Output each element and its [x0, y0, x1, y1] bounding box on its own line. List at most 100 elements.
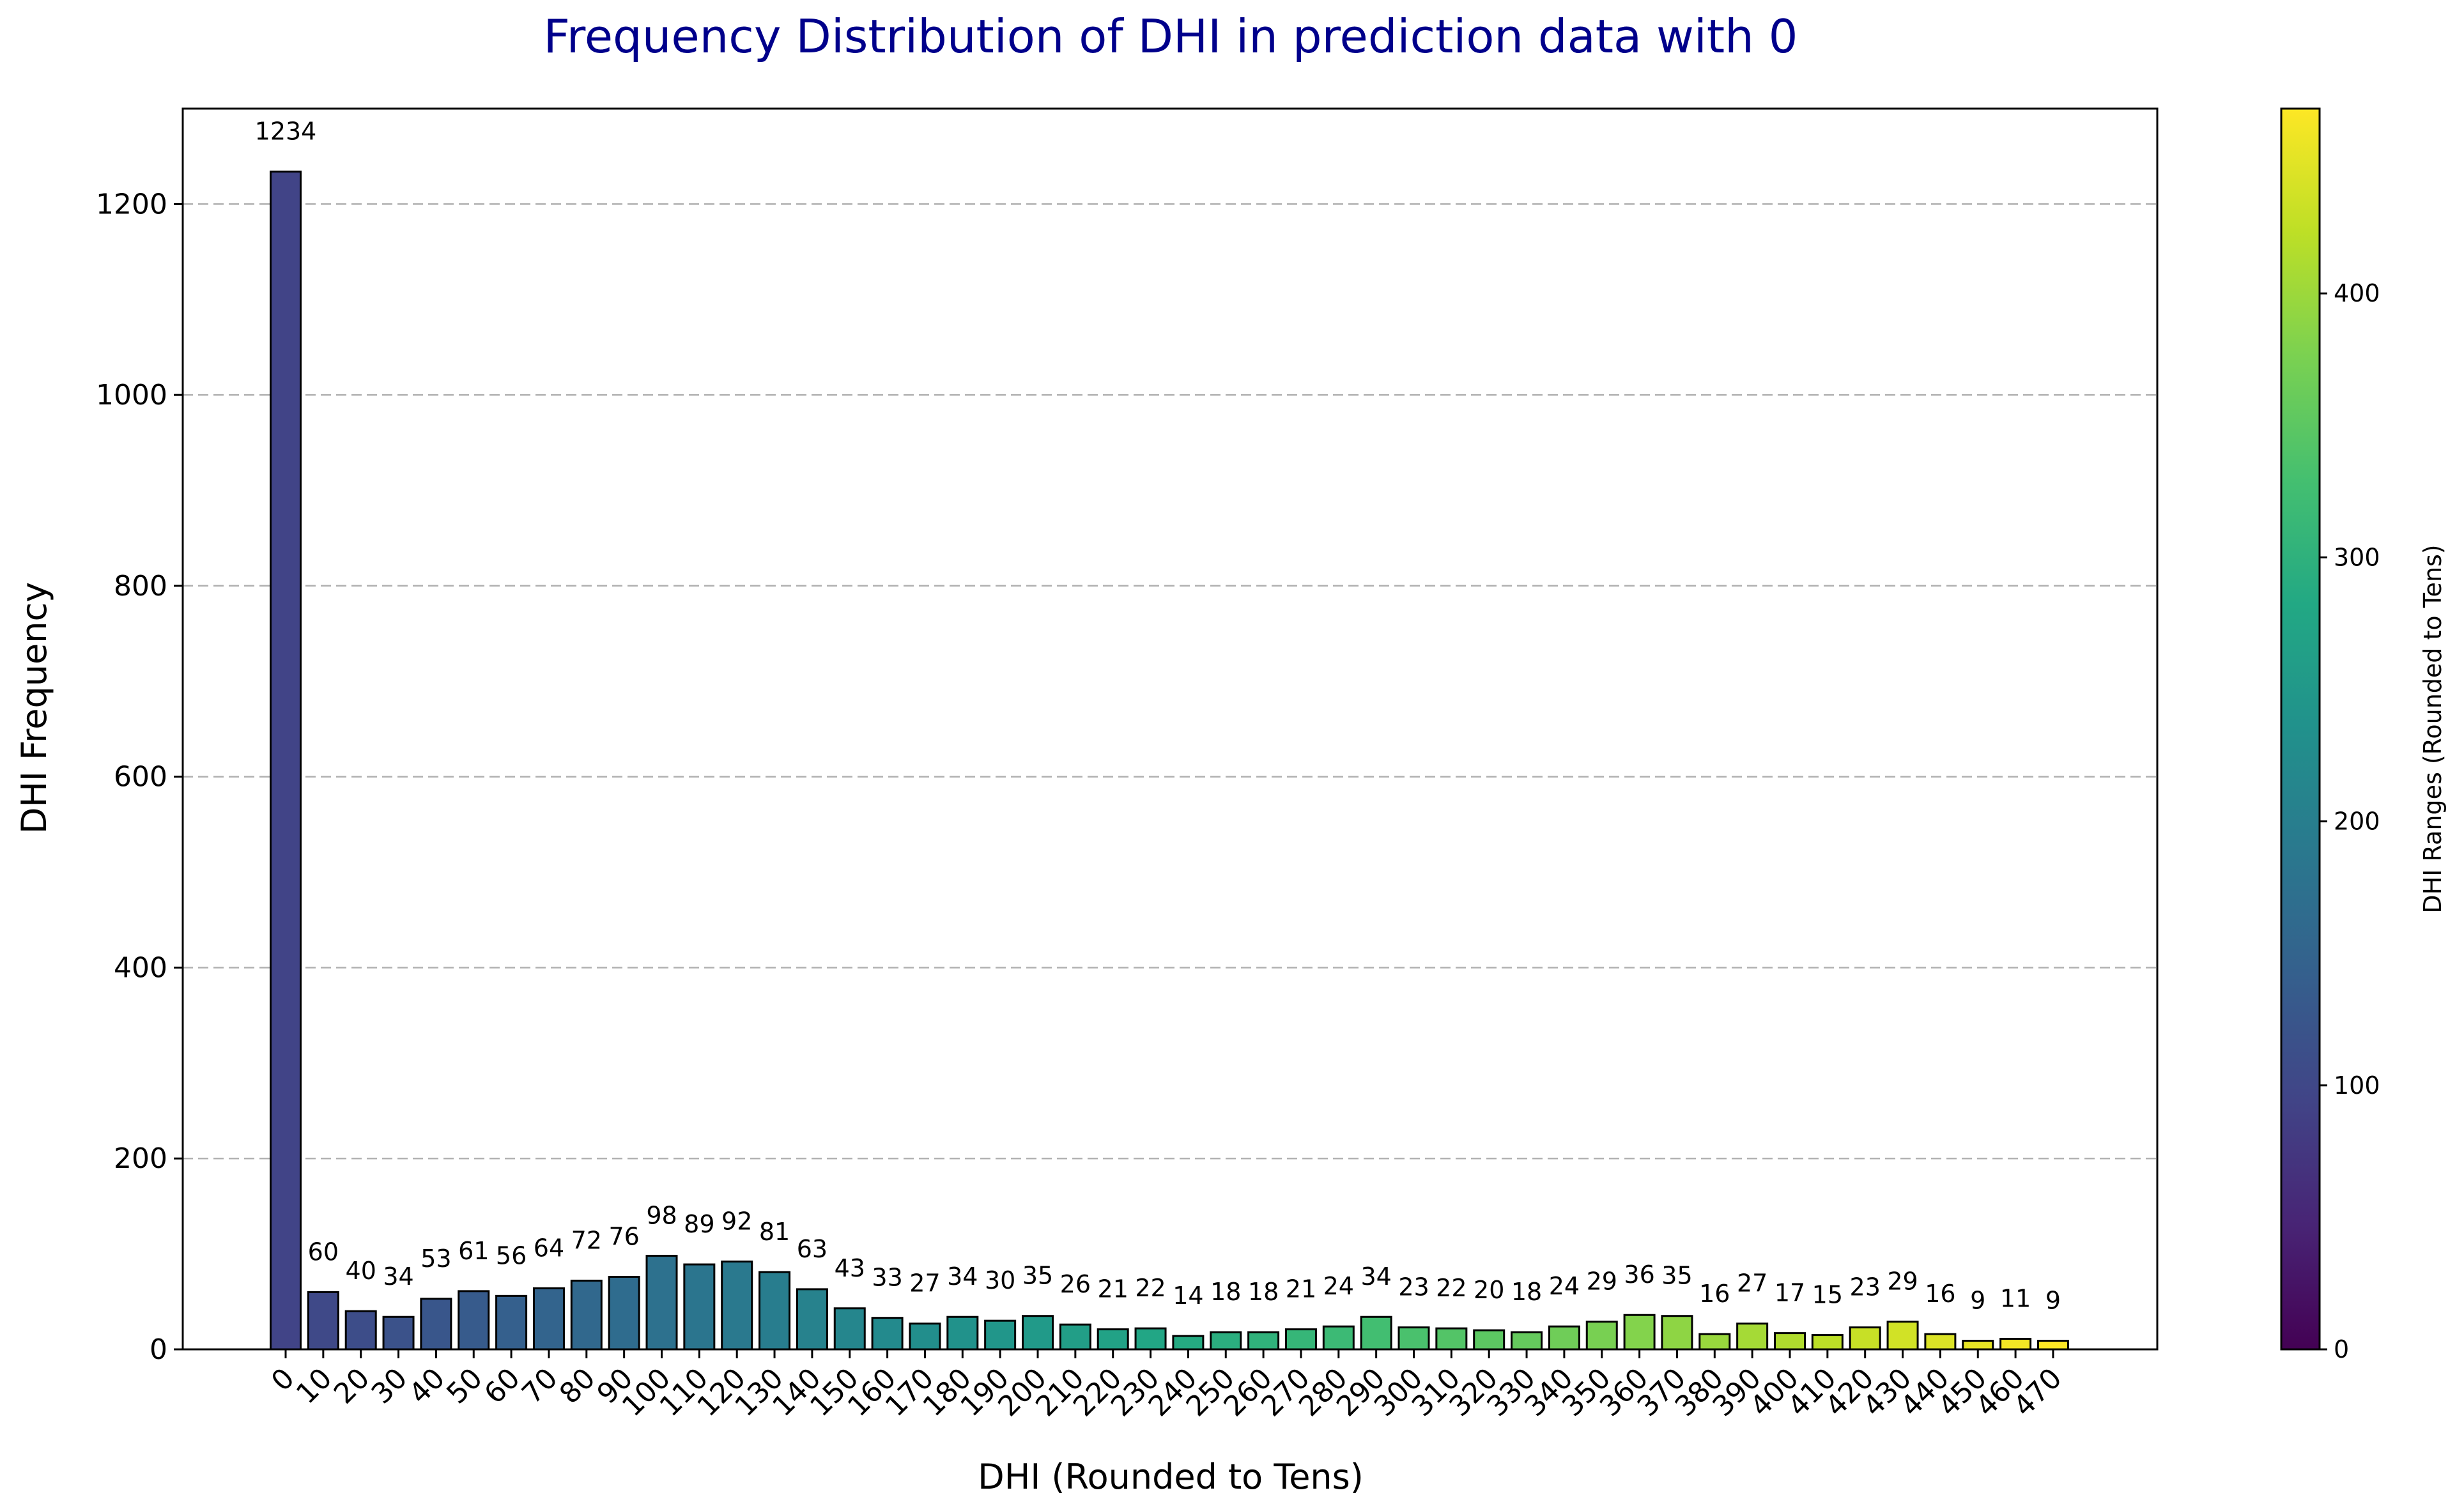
bar [1360, 1315, 1392, 1351]
bar-value-label: 23 [1850, 1273, 1881, 1301]
bar-value-label: 35 [1661, 1262, 1692, 1290]
bar [871, 1317, 904, 1351]
bar [1585, 1321, 1618, 1351]
bar-value-label: 34 [947, 1262, 978, 1291]
bar-value-label: 29 [1587, 1268, 1617, 1296]
y-tick-label: 400 [114, 951, 167, 984]
bar [1322, 1325, 1355, 1351]
bar [1924, 1333, 1957, 1351]
bar [344, 1310, 377, 1351]
bar-value-label: 92 [721, 1208, 752, 1236]
colorbar-tick-label: 300 [2334, 543, 2380, 571]
bar-value-label: 9 [1970, 1287, 1985, 1315]
bar-value-label: 53 [420, 1245, 451, 1273]
bar [1284, 1328, 1317, 1351]
bar-value-label: 27 [1737, 1269, 1767, 1298]
y-tick-label: 1200 [96, 188, 167, 220]
bar [1210, 1331, 1242, 1351]
colorbar-label: DHI Ranges (Rounded to Tens) [2419, 544, 2447, 913]
bar [1811, 1334, 1844, 1351]
bar [721, 1261, 753, 1351]
bar [420, 1298, 452, 1351]
plot-frame [181, 107, 2159, 1351]
bar [1736, 1323, 1769, 1351]
bar-value-label: 1234 [255, 118, 317, 146]
bar-value-label: 21 [1286, 1275, 1316, 1303]
y-tick-label: 200 [114, 1142, 167, 1175]
bar [1698, 1333, 1731, 1351]
chart-title: Frequency Distribution of DHI in predict… [544, 10, 1798, 63]
bar [458, 1290, 490, 1351]
bar [1774, 1332, 1806, 1351]
bar-value-label: 21 [1098, 1275, 1128, 1303]
x-axis-label: DHI (Rounded to Tens) [978, 1457, 1364, 1497]
bar-value-label: 36 [1624, 1261, 1654, 1289]
bar-value-label: 43 [835, 1254, 865, 1282]
bar [1962, 1340, 1994, 1351]
bar [1661, 1315, 1693, 1351]
bar-value-label: 14 [1173, 1282, 1203, 1310]
bar-value-label: 27 [909, 1269, 940, 1298]
bar-value-label: 22 [1436, 1274, 1467, 1302]
bar-value-label: 64 [534, 1234, 564, 1262]
bar-value-label: 22 [1135, 1274, 1166, 1302]
bar-value-label: 89 [684, 1210, 714, 1238]
bar [645, 1255, 678, 1351]
bar-value-label: 35 [1022, 1262, 1053, 1290]
bar-value-label: 76 [608, 1222, 639, 1250]
y-tick-label: 0 [150, 1333, 167, 1366]
bar-value-label: 16 [1925, 1280, 1955, 1308]
bar [984, 1319, 1017, 1351]
bar-value-label: 63 [797, 1235, 828, 1263]
colorbar-tick-label: 100 [2334, 1071, 2380, 1100]
y-axis-label: DHI Frequency [14, 582, 54, 834]
bar [570, 1279, 603, 1351]
bar-value-label: 60 [308, 1238, 339, 1266]
bar [1059, 1323, 1091, 1351]
bar [1022, 1315, 1054, 1351]
bar [270, 171, 302, 1351]
bar-value-label: 17 [1775, 1279, 1805, 1307]
bar [1097, 1328, 1129, 1351]
bar [608, 1275, 640, 1351]
colorbar-gradient [2280, 107, 2321, 1351]
bar [833, 1307, 866, 1351]
bar-value-label: 16 [1699, 1280, 1730, 1308]
bar [909, 1323, 941, 1351]
y-tick-label: 1000 [96, 379, 167, 411]
bar-value-label: 18 [1210, 1278, 1241, 1306]
bar [307, 1291, 339, 1351]
bar-value-label: 34 [383, 1262, 413, 1291]
bar [796, 1288, 828, 1351]
bar [1849, 1326, 1881, 1351]
bar-value-label: 72 [571, 1226, 602, 1254]
colorbar-tick-label: 0 [2334, 1335, 2349, 1363]
y-tick-label: 800 [114, 570, 167, 602]
bar-value-label: 20 [1474, 1276, 1504, 1304]
bar-value-label: 34 [1360, 1262, 1391, 1291]
bar-value-label: 33 [872, 1264, 902, 1292]
bar [1134, 1327, 1167, 1351]
bar-value-label: 24 [1323, 1272, 1354, 1300]
bar-value-label: 81 [759, 1218, 790, 1246]
bar-value-label: 61 [458, 1237, 489, 1265]
bar [1398, 1326, 1430, 1351]
colorbar-tick-label: 400 [2334, 279, 2380, 307]
bar-value-label: 40 [346, 1257, 376, 1285]
colorbar-tick-label: 200 [2334, 808, 2380, 836]
bar [1999, 1338, 2032, 1351]
bar [1435, 1327, 1468, 1351]
y-tick-label: 600 [114, 761, 167, 794]
bar [2037, 1340, 2069, 1351]
bar-value-label: 26 [1060, 1270, 1091, 1298]
colorbar: 0 100 200 300 400 [2280, 107, 2380, 1363]
bar [1623, 1314, 1656, 1351]
bar [1548, 1325, 1580, 1351]
bar-value-label: 9 [2045, 1287, 2061, 1315]
bar-value-label: 56 [496, 1241, 527, 1269]
bar [1172, 1335, 1205, 1351]
plot-area: 0200400600800100012001234060104020343053… [96, 107, 2159, 1423]
bar [1473, 1329, 1505, 1351]
bar [495, 1294, 528, 1351]
